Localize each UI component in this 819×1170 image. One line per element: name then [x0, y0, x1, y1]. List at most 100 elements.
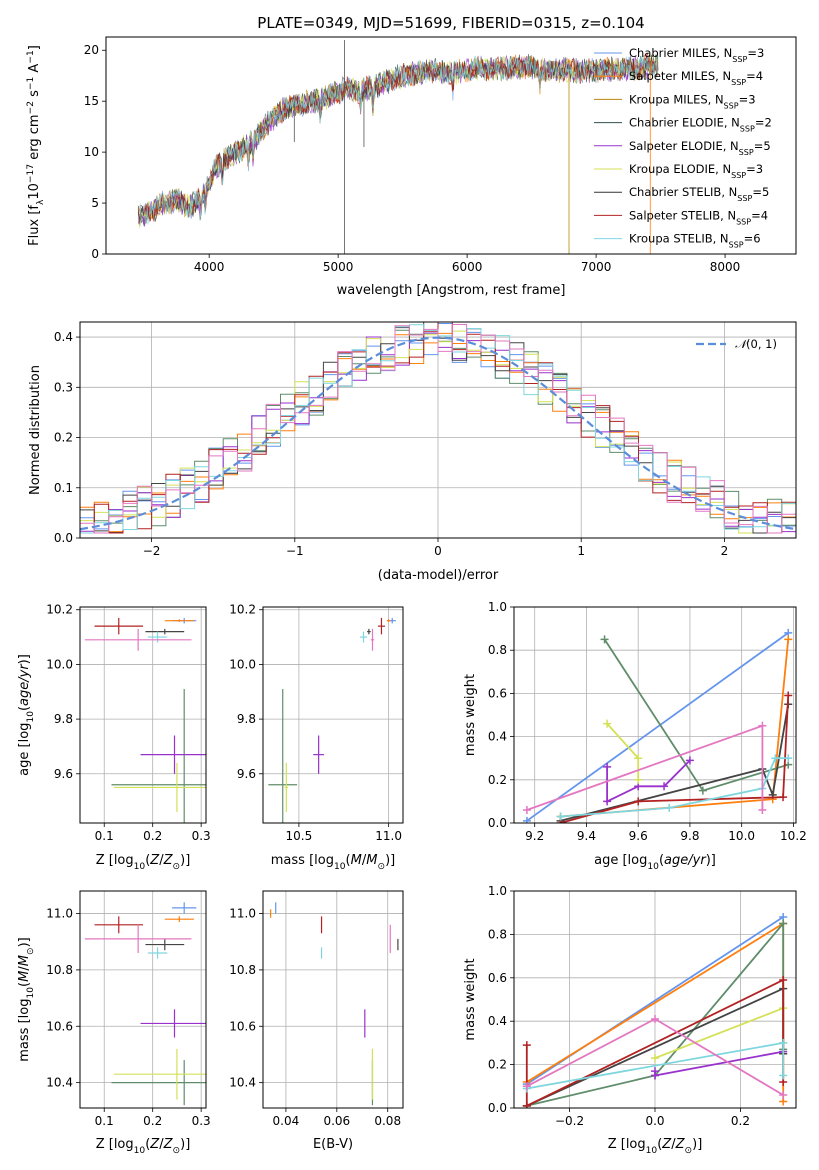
y-tick-label: 0.0: [488, 816, 507, 830]
x-tick-label: 10.5: [286, 829, 313, 843]
age-vs-mass-axes: 10.5 11.0 9.6 9.8 10.0 10.2: [229, 603, 404, 843]
residual-histogram: [80, 322, 796, 534]
errorbar-point: [147, 631, 168, 643]
y-tick-label: 0.0: [54, 531, 73, 545]
x-tick-label: 5000: [323, 260, 354, 274]
axes-frame: [79, 606, 207, 824]
mass-weight-marker: [651, 1071, 659, 1080]
residual-xlabel: (data-model)/error: [378, 568, 499, 583]
y-tick-label: 5: [91, 196, 99, 210]
mass-weight-series-line: [526, 724, 764, 811]
x-tick-label: 0.04: [273, 1114, 300, 1128]
mass-vs-ebv-xlabel: E(B-V): [313, 1137, 353, 1152]
x-tick-label: 6000: [452, 260, 483, 274]
x-tick-label: 0.1: [95, 829, 114, 843]
mass-weight-marker: [660, 782, 669, 791]
mass-weight-marker: [522, 816, 531, 823]
x-tick-label: 0.2: [143, 829, 162, 843]
errorbar-point: [359, 631, 368, 643]
x-tick-label: −1: [286, 544, 304, 558]
y-tick-label: 10.2: [46, 603, 73, 617]
y-tick-label: 9.6: [237, 767, 256, 781]
axes-frame: [513, 606, 797, 824]
y-tick-label: 0.6: [488, 971, 507, 985]
y-tick-label: 0.1: [54, 481, 73, 495]
age-vs-z-axes: 0.1 0.2 0.3 9.6 9.8 10.0 10.2: [46, 603, 210, 843]
mass-weight-marker: [779, 793, 788, 802]
mass-weight-marker: [634, 797, 643, 806]
legend-entry: Salpeter MILES, NSSP=4: [629, 69, 763, 87]
x-tick-label: 9.4: [577, 829, 596, 843]
mass-weight-marker: [685, 756, 694, 765]
y-tick-label: 10.6: [229, 1019, 256, 1033]
age-vs-mass-xlabel: mass [log10(M/M⊙)]: [271, 853, 395, 872]
mass-weight-marker: [784, 754, 793, 763]
y-tick-label: 10.2: [229, 603, 256, 617]
plot-area: [84, 617, 206, 823]
mass-weight-marker: [603, 719, 612, 728]
errorbar-point: [367, 628, 371, 635]
errorbar-point: [284, 762, 289, 813]
residual-histogram: [80, 324, 796, 534]
weight-vs-age-xlabel: age [log10(age/yr)]: [594, 853, 716, 872]
mass-weight-marker: [522, 1101, 531, 1108]
x-tick-label: 8000: [710, 260, 741, 274]
mass-weight-marker: [522, 1082, 531, 1091]
errorbar-point: [145, 628, 185, 635]
errorbar-point: [94, 916, 143, 934]
mass-weight-marker: [771, 754, 780, 763]
errorbar-point: [147, 947, 168, 959]
y-tick-label: 10: [84, 145, 99, 159]
errorbar-point: [386, 619, 391, 623]
residual-axes: −2 −1 0 1 2 0.0 0.1 0.2 0.3 0.4: [54, 321, 797, 558]
axes-frame: [262, 606, 404, 824]
legend-entry: Salpeter STELIB, NSSP=4: [629, 208, 768, 226]
y-tick-label: 9.8: [237, 712, 256, 726]
legend-entry: Salpeter ELODIE, NSSP=5: [629, 139, 771, 157]
y-tick-label: 10.0: [46, 657, 73, 671]
weight-vs-age-ylabel: mass weight: [463, 674, 478, 756]
mass-weight-marker: [779, 1090, 788, 1099]
y-tick-label: 10.8: [229, 963, 256, 977]
mass-weight-marker: [784, 635, 793, 644]
mass-weight-marker: [603, 797, 612, 806]
age-vs-z-ylabel: age [log10(age/yr)]: [17, 654, 36, 776]
mass-weight-marker: [779, 975, 788, 984]
legend-entry: Kroupa STELIB, NSSP=6: [629, 232, 761, 250]
x-tick-label: 7000: [581, 260, 612, 274]
mass-weight-marker: [665, 803, 674, 812]
y-tick-label: 0.6: [488, 686, 507, 700]
axes-frame: [262, 890, 404, 1109]
x-tick-label: 9.8: [680, 829, 699, 843]
plot-area: [270, 902, 399, 1106]
x-tick-label: 0.06: [323, 1114, 350, 1128]
mass-weight-marker: [556, 812, 565, 821]
y-tick-label: 20: [84, 43, 99, 57]
mass-vs-z-xlabel: Z [log10(Z/Z⊙)]: [96, 1137, 191, 1156]
errorbar-point: [145, 938, 185, 951]
mass-weight-marker: [651, 1054, 659, 1063]
y-tick-label: 11.0: [229, 907, 256, 921]
x-tick-label: 11.0: [375, 829, 402, 843]
mass-weight-marker: [651, 1015, 659, 1024]
y-tick-label: 0.4: [488, 730, 507, 744]
spectrum-ylabel: Flux [fλ10−17 erg cm−2 s−1 A−1]: [26, 45, 46, 246]
y-tick-label: 10.6: [46, 1019, 73, 1033]
axes-frame: [105, 36, 797, 255]
mass-weight-series-line: [526, 632, 789, 822]
y-tick-label: 1.0: [488, 884, 507, 898]
plot-area: [137, 40, 659, 254]
x-tick-label: 0.08: [374, 1114, 401, 1128]
errorbar-point: [172, 902, 197, 914]
plot-area: [80, 322, 796, 534]
y-tick-label: 10.8: [46, 963, 73, 977]
residual-ylabel: Normed distribution: [28, 365, 43, 495]
mass-weight-marker: [603, 762, 612, 771]
weight-vs-z-axes: −0.2 0.0 0.2 0.0 0.2 0.4 0.6 0.8 1.0: [488, 884, 797, 1128]
y-tick-label: 0: [91, 247, 99, 261]
weight-vs-age-axes: 9.2 9.4 9.6 9.8 10.0 10.2 0.0 0.2 0.4 0.6 0.8 1.0: [488, 600, 807, 843]
mass-weight-series-line: [603, 638, 789, 792]
y-tick-label: 10.0: [229, 657, 256, 671]
mass-weight-marker: [779, 1071, 788, 1080]
